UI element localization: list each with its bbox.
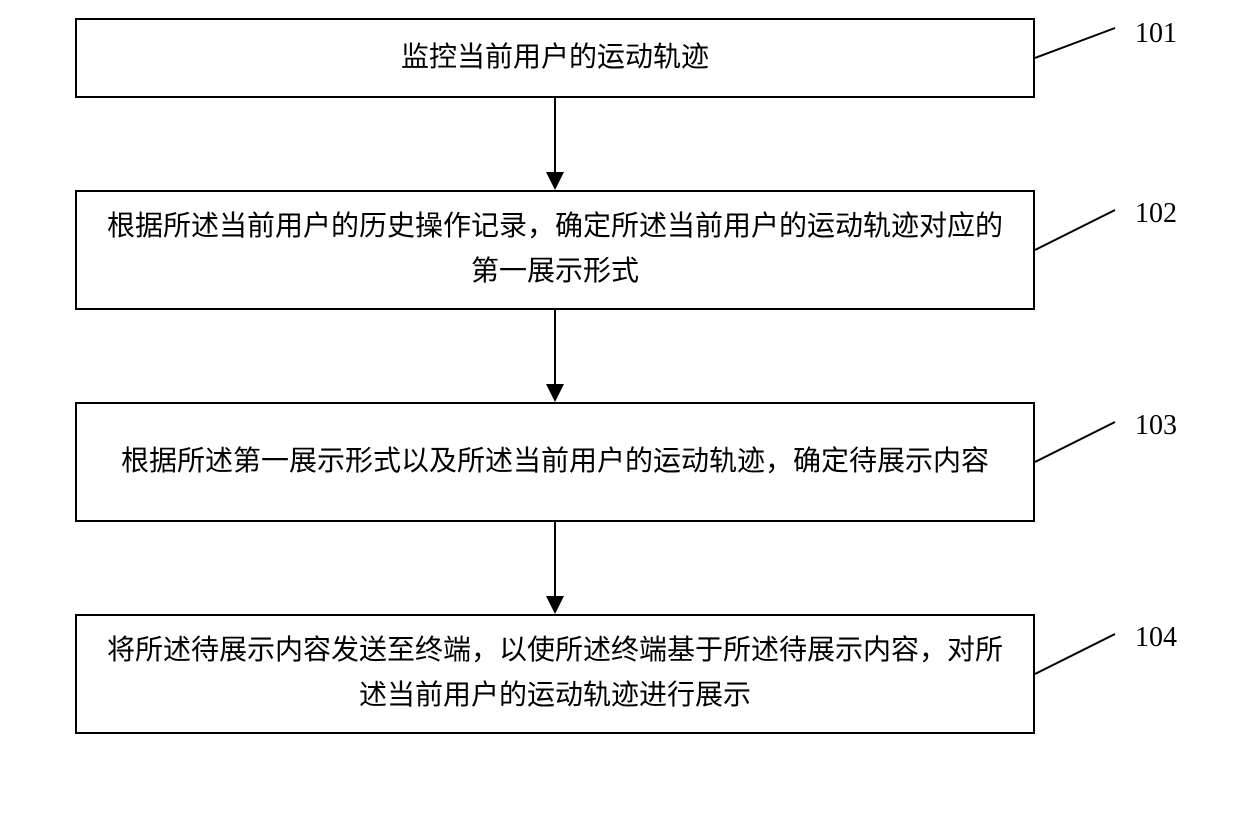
node-text: 将所述待展示内容发送至终端，以使所述终端基于所述待展示内容，对所述当前用户的运动… <box>97 629 1013 719</box>
leader-line-104 <box>1035 622 1120 679</box>
flowchart-node-103: 根据所述第一展示形式以及所述当前用户的运动轨迹，确定待展示内容 <box>75 402 1035 522</box>
node-text: 根据所述第一展示形式以及所述当前用户的运动轨迹，确定待展示内容 <box>121 440 989 485</box>
flowchart-node-102: 根据所述当前用户的历史操作记录，确定所述当前用户的运动轨迹对应的第一展示形式 <box>75 190 1035 310</box>
leader-line-101 <box>1035 18 1120 63</box>
step-label-101: 101 <box>1135 18 1177 50</box>
flowchart-node-101: 监控当前用户的运动轨迹 <box>75 18 1035 98</box>
flowchart-container: 监控当前用户的运动轨迹 101 根据所述当前用户的历史操作记录，确定所述当前用户… <box>0 0 1240 832</box>
node-text: 根据所述当前用户的历史操作记录，确定所述当前用户的运动轨迹对应的第一展示形式 <box>97 205 1013 295</box>
arrow-2-3 <box>540 310 570 402</box>
arrow-1-2 <box>540 98 570 190</box>
leader-line-103 <box>1035 410 1120 467</box>
leader-line-102 <box>1035 198 1120 255</box>
node-text: 监控当前用户的运动轨迹 <box>401 36 709 81</box>
step-label-102: 102 <box>1135 198 1177 230</box>
arrow-3-4 <box>540 522 570 614</box>
step-label-103: 103 <box>1135 410 1177 442</box>
flowchart-node-104: 将所述待展示内容发送至终端，以使所述终端基于所述待展示内容，对所述当前用户的运动… <box>75 614 1035 734</box>
step-label-104: 104 <box>1135 622 1177 654</box>
